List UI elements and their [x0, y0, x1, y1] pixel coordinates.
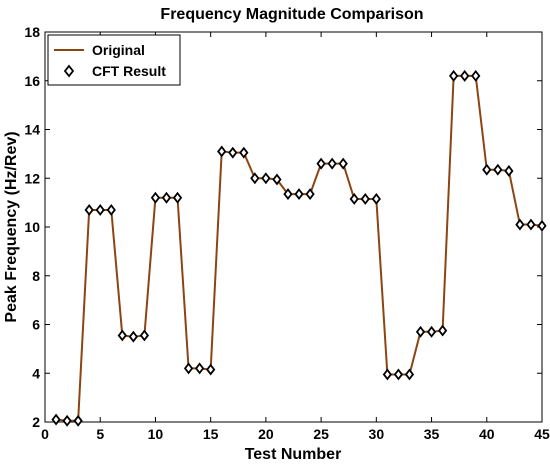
cft-result-point — [504, 164, 514, 177]
cft-result-point — [349, 193, 359, 205]
legend-label-original: Original — [92, 42, 145, 58]
cft-result-point — [283, 188, 293, 201]
cft-result-point — [183, 362, 194, 375]
cft-result-point — [449, 69, 459, 82]
cft-result-point — [128, 330, 138, 343]
cft-result-point — [316, 157, 326, 170]
cft-result-point — [106, 203, 116, 216]
y-tick-label: 6 — [32, 317, 40, 333]
x-axis-title: Test Number — [245, 446, 342, 463]
y-tick-label: 10 — [24, 219, 40, 235]
y-tick-label: 12 — [24, 170, 40, 186]
x-tick-label: 15 — [203, 426, 219, 442]
y-tick-label: 8 — [32, 268, 40, 284]
y-axis-title: Peak Frequency (Hz/Rev) — [3, 131, 20, 322]
y-tick-label: 2 — [32, 414, 40, 430]
cft-result-point — [95, 203, 105, 216]
cft-result-point — [294, 188, 304, 201]
y-tick-label: 16 — [24, 73, 40, 89]
cft-result-point — [482, 163, 492, 176]
cft-result-point — [272, 173, 282, 186]
chart-title: Frequency Magnitude Comparison — [160, 6, 423, 23]
cft-result-point — [161, 191, 172, 204]
cft-result-point — [305, 188, 315, 201]
x-tick-label: 45 — [534, 426, 550, 442]
cft-result-point — [493, 163, 503, 176]
cft-result-point — [382, 368, 393, 381]
cft-result-point — [139, 329, 150, 342]
cft-result-point — [360, 193, 370, 205]
cft-result-point — [526, 218, 536, 231]
x-tick-label: 10 — [148, 426, 164, 442]
y-tick-label: 4 — [32, 365, 40, 381]
cft-result-point — [228, 146, 238, 159]
cft-result-point — [327, 157, 337, 170]
cft-result-point — [250, 172, 260, 185]
legend-diamond-marker — [63, 64, 75, 78]
cft-result-point — [338, 157, 348, 170]
x-tick-label: 5 — [96, 426, 104, 442]
cft-result-point — [150, 191, 161, 204]
cft-result-point — [393, 368, 404, 381]
legend-label-cft: CFT Result — [92, 63, 166, 79]
cft-result-point — [426, 325, 437, 338]
legend-box — [47, 34, 181, 86]
cft-result-point — [261, 172, 271, 185]
cft-result-point — [206, 363, 216, 376]
plot-frame — [44, 31, 543, 423]
cft-result-point — [404, 368, 415, 381]
x-tick-label: 20 — [258, 426, 274, 442]
cft-result-point — [84, 203, 94, 216]
y-tick-label: 14 — [24, 122, 40, 138]
cft-result-point — [471, 69, 481, 82]
y-tick-label: 18 — [24, 24, 40, 40]
cft-result-point — [371, 193, 381, 205]
cft-result-point — [51, 413, 61, 426]
x-tick-label: 30 — [369, 426, 385, 442]
cft-result-point — [437, 324, 448, 337]
cft-result-point — [62, 414, 72, 427]
cft-result-point — [73, 414, 83, 427]
cft-result-point — [217, 145, 227, 158]
x-tick-label: 25 — [313, 426, 329, 442]
cft-result-point — [117, 329, 127, 342]
x-tick-label: 0 — [41, 426, 49, 442]
cft-result-point — [537, 219, 547, 232]
cft-result-point — [415, 325, 426, 338]
x-tick-label: 40 — [479, 426, 495, 442]
cft-result-point — [172, 191, 183, 204]
cft-result-point — [194, 362, 205, 375]
cft-result-point — [515, 218, 525, 231]
cft-result-point — [239, 146, 249, 159]
cft-result-point — [460, 69, 470, 82]
legend: Original CFT Result — [47, 34, 181, 86]
x-tick-label: 35 — [424, 426, 440, 442]
